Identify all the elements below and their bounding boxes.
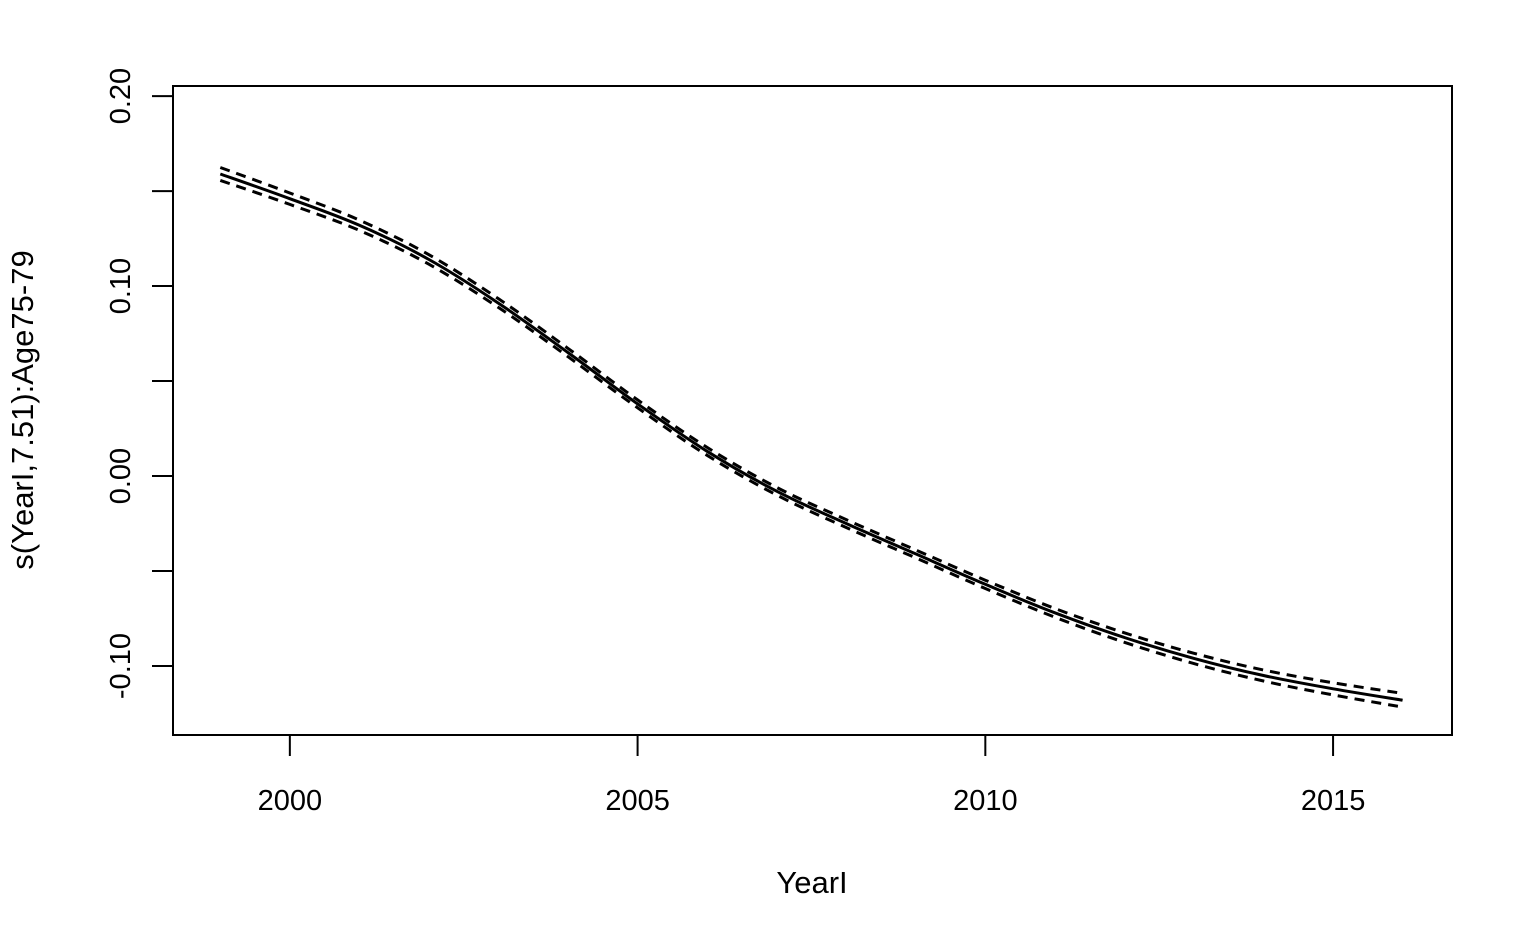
lower-ci-line — [219, 178, 1403, 709]
y-axis-tick-labels: 0.20 0.10 0.00 -0.10 — [105, 68, 137, 699]
x-tick-label: 2005 — [605, 785, 670, 817]
x-tick-label: 2000 — [258, 785, 323, 817]
x-axis-title: YearI — [776, 865, 847, 900]
y-tick-label: 0.00 — [105, 448, 137, 504]
plot-border — [172, 85, 1453, 736]
y-tick-label: -0.10 — [105, 633, 137, 699]
x-tick-label: 2015 — [1301, 785, 1366, 817]
x-axis-ticks — [288, 735, 1335, 756]
y-tick-label: 0.20 — [105, 68, 137, 124]
x-tick-label: 2010 — [953, 785, 1018, 817]
y-axis-title: s(YearI,7.51):Age75-79 — [5, 250, 40, 569]
y-axis-ticks — [152, 95, 173, 668]
y-tick-label: 0.10 — [105, 258, 137, 314]
x-axis-tick-labels: 2000 2005 2010 2015 — [258, 785, 1366, 817]
fit-line — [219, 172, 1403, 702]
upper-ci-line — [219, 166, 1403, 695]
